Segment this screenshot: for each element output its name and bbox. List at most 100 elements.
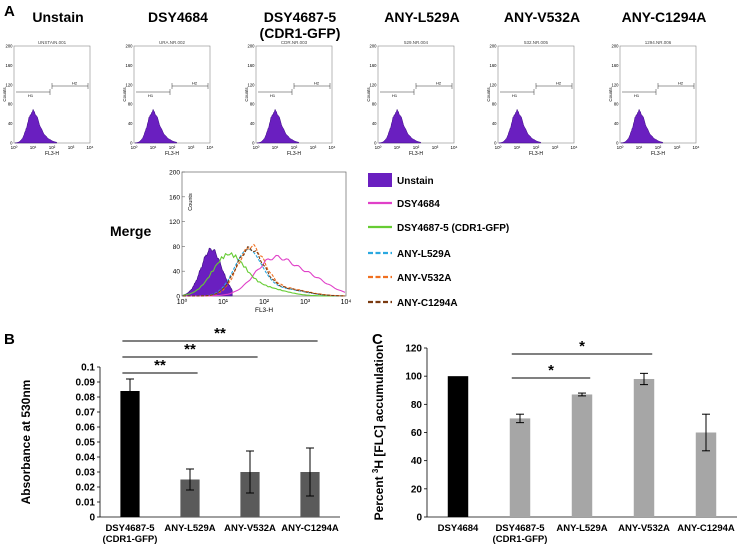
y-axis-label: Percent 3H [FLC] accumulation bbox=[371, 345, 386, 521]
merge-curve bbox=[183, 243, 346, 297]
flow-y-tick: 40 bbox=[250, 121, 255, 126]
flow-panel-title: DSY4684 bbox=[148, 9, 208, 25]
flow-x-tick: 10¹ bbox=[394, 145, 401, 150]
flow-panel-frame bbox=[377, 45, 455, 144]
flow-panel-title: ANY-C1294A bbox=[622, 9, 707, 25]
flow-y-label: Counts bbox=[608, 87, 613, 102]
flow-y-tick: 200 bbox=[370, 44, 378, 49]
merge-y-tick: 120 bbox=[169, 219, 180, 226]
significance-marker: * bbox=[548, 362, 554, 379]
panel-label-a: A bbox=[4, 3, 15, 20]
y-tick-label: 120 bbox=[405, 344, 422, 355]
flow-y-tick: 0 bbox=[252, 141, 255, 146]
flow-x-tick: 10⁰ bbox=[495, 145, 502, 150]
merge-x-tick: 10¹ bbox=[218, 299, 229, 306]
flow-x-tick: 10³ bbox=[310, 145, 317, 150]
y-tick-label: 80 bbox=[411, 400, 423, 411]
flow-y-tick: 80 bbox=[250, 102, 255, 107]
flow-panel-file-id: 529.NR.004 bbox=[404, 40, 429, 45]
gate-h2-label: H2 bbox=[72, 81, 78, 86]
merge-x-tick: 10³ bbox=[300, 299, 311, 306]
merge-x-tick: 10⁴ bbox=[341, 299, 352, 306]
flow-x-label: FL3-H bbox=[165, 151, 179, 157]
category-label: ANY-V532A bbox=[618, 523, 670, 534]
merge-legend: Unstain DSY4684 DSY4687-5 (CDR1-GFP) ANY-L5… bbox=[368, 173, 509, 309]
flow-panel: DSY4687-5(CDR1-GFP)CDR.NR.003 200 160 120 80… bbox=[244, 9, 340, 157]
legend-label: Unstain bbox=[397, 176, 434, 187]
flow-y-tick: 160 bbox=[490, 63, 498, 68]
flow-y-tick: 0 bbox=[10, 141, 13, 146]
flow-panel-frame bbox=[255, 45, 333, 144]
flow-x-tick: 10⁴ bbox=[87, 145, 94, 150]
y-tick-label: 0.08 bbox=[76, 393, 96, 404]
flow-panel-file-id: CDR.NR.003 bbox=[281, 40, 308, 45]
flow-y-tick: 80 bbox=[614, 102, 619, 107]
gate-h2-label: H2 bbox=[314, 81, 320, 86]
legend-label: DSY4684 bbox=[397, 199, 440, 210]
flow-panel-title: ANY-L529A bbox=[384, 9, 459, 25]
merge-y-tick: 200 bbox=[169, 170, 180, 177]
flow-y-tick: 120 bbox=[490, 82, 498, 87]
gate-h1-label: H1 bbox=[28, 93, 34, 98]
flow-y-tick: 160 bbox=[248, 63, 256, 68]
flow-y-tick: 80 bbox=[128, 102, 133, 107]
flow-y-tick: 200 bbox=[612, 44, 620, 49]
flow-x-tick: 10¹ bbox=[514, 145, 521, 150]
flow-y-tick: 200 bbox=[248, 44, 256, 49]
gate-h2-label: H2 bbox=[556, 81, 562, 86]
flow-panel-frame bbox=[133, 45, 211, 144]
merge-curve bbox=[183, 254, 346, 297]
flow-y-tick: 40 bbox=[492, 121, 497, 126]
flow-x-tick: 10¹ bbox=[150, 145, 157, 150]
flow-y-label: Counts bbox=[122, 87, 127, 102]
y-tick-label: 0 bbox=[416, 513, 422, 524]
gate-h2-label: H2 bbox=[192, 81, 198, 86]
category-label: DSY4687-5 bbox=[105, 523, 155, 534]
flow-y-tick: 120 bbox=[612, 82, 620, 87]
flow-x-tick: 10³ bbox=[552, 145, 559, 150]
y-tick-label: 0.01 bbox=[76, 498, 96, 509]
y-tick-label: 0 bbox=[89, 513, 95, 524]
y-label-superscript: 3 bbox=[371, 468, 380, 473]
flow-x-label: FL3-H bbox=[409, 151, 423, 157]
merge-y-tick: 80 bbox=[173, 244, 181, 251]
y-tick-label: 0.03 bbox=[76, 468, 96, 479]
bar bbox=[180, 479, 200, 517]
flow-x-tick: 10² bbox=[413, 145, 420, 150]
category-label: ANY-C1294A bbox=[281, 523, 339, 534]
bar bbox=[509, 418, 531, 517]
flow-panel-file-id: UNSTAIN.001 bbox=[38, 40, 67, 45]
flow-panel: DSY4684 URA.NR.002 200 160 120 80 40 0 Counts 10⁰… bbox=[122, 9, 214, 157]
flow-panel-title: Unstain bbox=[32, 9, 83, 25]
flow-panel-title: ANY-V532A bbox=[504, 9, 580, 25]
flow-x-tick: 10⁴ bbox=[571, 145, 578, 150]
absorbance-bar-chart: 0 0.01 0.02 0.03 0.04 0.05 0.06 0.07 0.08 0.09 0.1… bbox=[19, 325, 340, 545]
flow-y-tick: 40 bbox=[614, 121, 619, 126]
flow-x-tick: 10² bbox=[291, 145, 298, 150]
flow-panel-title: DSY4687-5 bbox=[264, 9, 337, 25]
significance-marker: ** bbox=[214, 325, 226, 342]
y-tick-label: 0.02 bbox=[76, 483, 96, 494]
y-label-part: H [FLC] accumulation bbox=[372, 345, 386, 469]
flow-y-tick: 80 bbox=[372, 102, 377, 107]
category-label: DSY4687-5 bbox=[495, 523, 545, 534]
category-label: ANY-L529A bbox=[164, 523, 215, 534]
legend-label: ANY-L529A bbox=[397, 249, 451, 260]
flow-y-tick: 40 bbox=[8, 121, 13, 126]
flow-x-tick: 10⁴ bbox=[451, 145, 458, 150]
flow-y-label: Counts bbox=[244, 87, 249, 102]
flow-panel: ANY-L529A 529.NR.004 200 160 120 80 40 0 Counts 1… bbox=[366, 9, 460, 157]
y-tick-label: 40 bbox=[411, 456, 423, 467]
y-tick-label: 0.06 bbox=[76, 423, 96, 434]
flow-y-tick: 0 bbox=[130, 141, 133, 146]
bar bbox=[120, 391, 140, 517]
category-label: ANY-L529A bbox=[556, 523, 607, 534]
merge-curve bbox=[183, 245, 345, 297]
flow-panel-frame bbox=[13, 45, 91, 144]
flow-y-tick: 160 bbox=[612, 63, 620, 68]
merge-unstain-fill bbox=[182, 247, 233, 297]
bar bbox=[633, 378, 655, 517]
flow-y-label: Counts bbox=[486, 87, 491, 102]
flow-y-tick: 80 bbox=[8, 102, 13, 107]
